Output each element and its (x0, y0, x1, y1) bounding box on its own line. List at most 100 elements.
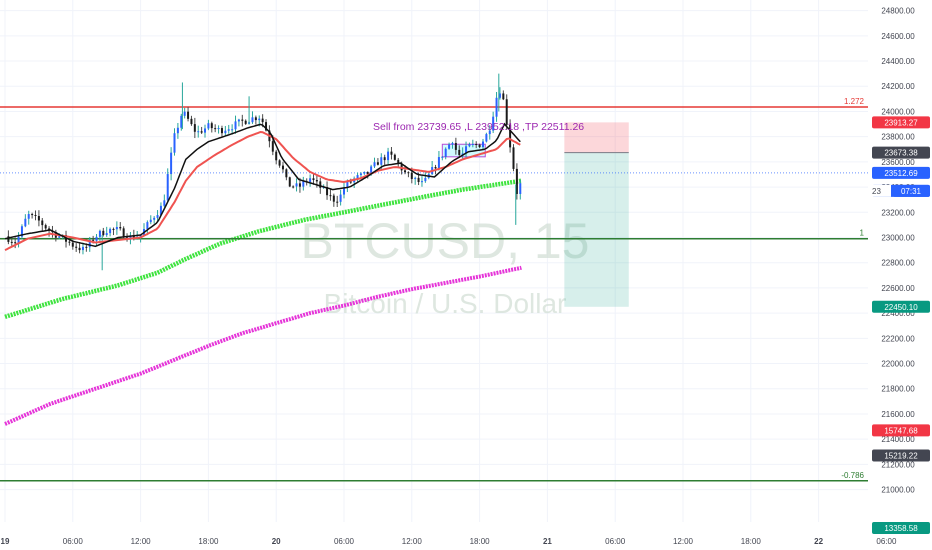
y-tick-label: 21800.00 (881, 385, 915, 394)
y-tick-label: 23800.00 (881, 133, 915, 142)
fib-1.272-label: 1.272 (844, 97, 865, 106)
x-tick-label: 06:00 (63, 537, 84, 546)
ma-layer (4, 178, 522, 426)
candle-body (417, 177, 420, 183)
y-tick-label: 23000.00 (881, 233, 915, 242)
candle-body (519, 183, 522, 194)
fib-1-label: 1 (860, 229, 865, 238)
candle-body (281, 165, 284, 170)
y-tick-label: 22400.00 (881, 309, 915, 318)
ema-layer (4, 122, 521, 252)
candle-body (27, 214, 30, 219)
annotations: Sell from 23739.65 ,L 23952.18 ,TP 22511… (373, 121, 584, 133)
candle-body (7, 236, 10, 242)
candle-body (471, 144, 474, 146)
candle-body (153, 217, 156, 220)
candle-body (366, 172, 369, 174)
candle-body (14, 242, 17, 244)
candle-body (502, 93, 505, 100)
candle-body (424, 177, 427, 182)
candle-body (254, 117, 257, 121)
candle-body (220, 128, 223, 134)
price-badge-label: 23913.27 (884, 118, 918, 127)
candle-body (309, 178, 312, 183)
price-badge-mask (869, 184, 891, 197)
candle-body (44, 225, 47, 229)
candle-body (410, 172, 413, 179)
candle-body (200, 131, 203, 133)
candle-body (41, 220, 44, 226)
candle-body (109, 228, 112, 234)
candle-body (31, 214, 34, 216)
candle-body (37, 216, 40, 221)
candle-body (224, 130, 227, 134)
candle-body (407, 172, 410, 174)
candle-body (20, 226, 23, 237)
candle-body (183, 111, 186, 116)
candle-body (173, 133, 176, 153)
candle-body (461, 153, 464, 155)
candle-body (339, 194, 342, 202)
candle-body (458, 149, 461, 155)
ma-green-line (4, 178, 522, 320)
watermark-symbol: BTCUSD, 15 (301, 213, 590, 269)
candle-body (149, 219, 152, 223)
candle-body (244, 120, 247, 124)
candle-body (231, 129, 234, 131)
candle-body (251, 117, 254, 123)
x-axis: 19 06:00 12:00 18:00 20 06:00 12:00 18:00 21 06:0… (0, 522, 932, 550)
watermark-description: Bitcoin / U.S. Dollar (324, 288, 567, 319)
stop-loss-zone (564, 122, 629, 153)
candle-body (119, 227, 122, 229)
candle-body (387, 151, 390, 161)
x-tick-label: 18:00 (470, 537, 491, 546)
candle-body (295, 183, 298, 187)
candle-body (156, 215, 159, 218)
candle-body (448, 144, 451, 149)
sell-annotation: Sell from 23739.65 ,L 23952.18 ,TP 22511… (373, 121, 584, 133)
candle-body (288, 177, 291, 187)
candle-body (383, 157, 386, 161)
y-tick-label: 24800.00 (881, 7, 915, 16)
candle-body (512, 147, 515, 169)
candle-body (92, 239, 95, 241)
candle-body (376, 162, 379, 165)
x-tick-label: 06:00 (605, 537, 626, 546)
price-badge (872, 424, 930, 437)
candle-body (163, 200, 166, 206)
y-tick-label: 23600.00 (881, 158, 915, 167)
x-axis-background (0, 522, 932, 550)
candle-body (176, 127, 179, 134)
candle-body (115, 227, 118, 230)
candle-body (363, 172, 366, 174)
price-badge-prefix: 23 (872, 187, 881, 196)
candle-body (197, 131, 200, 133)
y-tick-label: 22600.00 (881, 284, 915, 293)
candle-body (302, 181, 305, 187)
candle-body (329, 195, 332, 197)
candle-body (105, 233, 108, 236)
candle-body (326, 187, 329, 196)
candle-body (261, 118, 264, 123)
candle-body (88, 239, 91, 248)
candle-body (359, 173, 362, 176)
candle-body (139, 235, 142, 237)
x-tick-label: 06:00 (334, 537, 355, 546)
candle-body (488, 130, 491, 135)
price-badge (872, 522, 930, 535)
candle-body (319, 181, 322, 188)
candle-body (207, 123, 210, 129)
candle-body (271, 141, 274, 152)
y-tick-label: 21400.00 (881, 435, 915, 444)
candle-body (193, 124, 196, 132)
candle-body (58, 236, 61, 238)
x-tick-label: 06:00 (876, 537, 897, 546)
x-tick-label: 19 (1, 537, 10, 546)
candle-body (227, 129, 230, 131)
price-badge (872, 300, 930, 313)
candle-body (346, 181, 349, 188)
candle-body (190, 118, 193, 125)
candle-body (404, 170, 407, 173)
candle-body (393, 154, 396, 160)
